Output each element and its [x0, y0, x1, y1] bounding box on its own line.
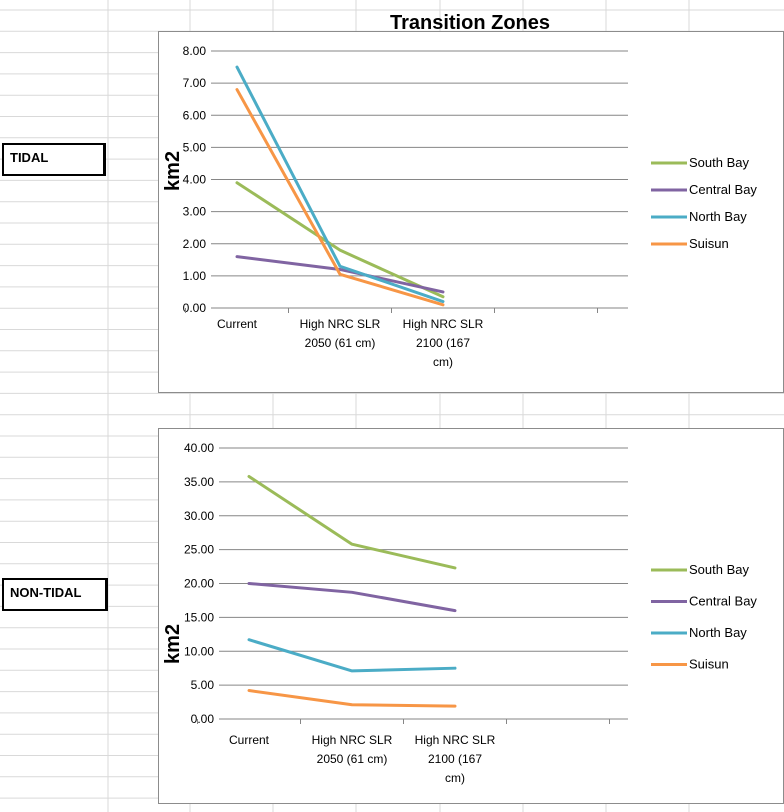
y-tick-label: 35.00 — [184, 475, 214, 489]
legend-label-suisun: Suisun — [689, 657, 729, 672]
y-tick-label: 1.00 — [183, 269, 207, 283]
y-tick-label: 0.00 — [183, 301, 207, 315]
gridlines — [211, 50, 628, 309]
y-tick-label: 7.00 — [183, 76, 207, 90]
x-tick-label: High NRC SLR 2050 (61 cm) — [312, 733, 393, 766]
y-tick-label: 40.00 — [184, 441, 214, 455]
gridlines — [219, 447, 628, 720]
y-tick-label: 15.00 — [184, 610, 214, 624]
series-line-north-bay — [247, 638, 457, 673]
tidal-label[interactable]: TIDAL — [2, 143, 106, 176]
y-tick-label: 0.00 — [191, 712, 215, 726]
nontidal-label[interactable]: NON-TIDAL — [2, 578, 108, 611]
page-title: Transition Zones — [389, 12, 551, 34]
legend-label-south-bay: South Bay — [689, 155, 749, 170]
x-tick-label: Current — [217, 317, 258, 331]
tidal-chart[interactable]: 0.00 1.00 2.00 3.00 4.00 5.00 6.00 7.00 8.00 Curr… — [158, 31, 784, 393]
y-tick-label: 4.00 — [183, 173, 207, 187]
y-axis-label: km2 — [162, 151, 184, 191]
x-tick-label: High NRC SLR 2050 (61 cm) — [300, 317, 381, 350]
series-line-south-bay — [235, 181, 445, 299]
y-axis-label: km2 — [162, 624, 184, 664]
y-tick-label: 8.00 — [183, 44, 207, 58]
y-tick-label: 30.00 — [184, 509, 214, 523]
x-axis — [197, 719, 610, 724]
series-line-central-bay — [235, 255, 445, 294]
y-tick-label: 10.00 — [184, 644, 214, 658]
x-tick-label: High NRC SLR 2100 (167 cm) — [403, 317, 484, 369]
legend-label-central-bay: Central Bay — [689, 594, 757, 609]
y-tick-label: 20.00 — [184, 577, 214, 591]
legend-label-south-bay: South Bay — [689, 562, 749, 577]
series-line-suisun — [235, 88, 445, 307]
legend-label-suisun: Suisun — [689, 236, 729, 251]
legend: South Bay Central Bay North Bay Suisun — [651, 155, 757, 251]
x-axis — [185, 308, 598, 313]
tidal-chart-plot: 0.00 1.00 2.00 3.00 4.00 5.00 6.00 7.00 8.00 Curr… — [162, 44, 757, 369]
y-tick-label: 6.00 — [183, 108, 207, 122]
nontidal-chart[interactable]: 0.00 5.00 10.00 15.00 20.00 25.00 30.00 35.00 40… — [158, 428, 784, 804]
y-tick-label: 2.00 — [183, 237, 207, 251]
series-line-suisun — [247, 689, 457, 708]
legend-label-central-bay: Central Bay — [689, 182, 757, 197]
x-tick-label: Current — [229, 733, 270, 747]
y-tick-label: 3.00 — [183, 205, 207, 219]
legend: South Bay Central Bay North Bay Suisun — [651, 562, 757, 672]
legend-label-north-bay: North Bay — [689, 209, 747, 224]
legend-label-north-bay: North Bay — [689, 625, 747, 640]
y-tick-label: 5.00 — [191, 678, 215, 692]
y-tick-label: 25.00 — [184, 543, 214, 557]
series-line-central-bay — [247, 582, 457, 613]
nontidal-chart-plot: 0.00 5.00 10.00 15.00 20.00 25.00 30.00 35.00 40… — [162, 441, 757, 785]
y-tick-label: 5.00 — [183, 140, 207, 154]
series-line-south-bay — [247, 474, 457, 570]
x-tick-label: High NRC SLR 2100 (167 cm) — [415, 733, 496, 785]
series-line-north-bay — [235, 65, 445, 304]
